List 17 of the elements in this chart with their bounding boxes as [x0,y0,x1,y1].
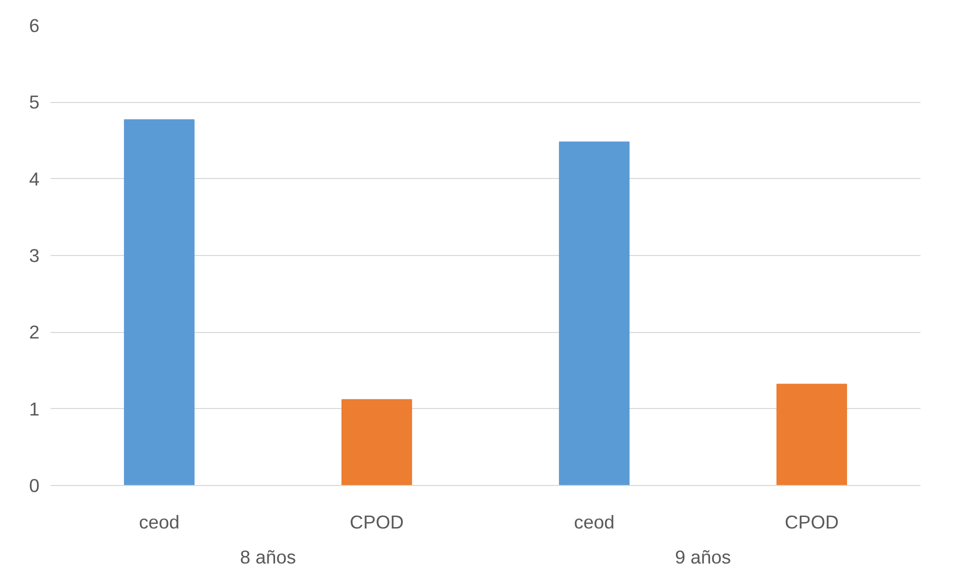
y-tick-label: 3 [29,245,40,266]
x-tick-label: ceod [139,512,180,532]
text: 9 años [674,546,732,568]
y-tick-label: 5 [29,92,40,113]
bar [558,142,630,486]
bar [341,399,412,486]
y-tick-label: 2 [29,322,40,343]
y-tick-label: 4 [29,168,40,190]
bar [124,119,195,486]
text: 8 años [240,546,296,568]
y-tick-label: 6 [29,15,40,36]
x-tick-label: CPOD [350,512,404,532]
y-tick-label: 1 [29,398,40,420]
x-tick-label: CPOD [784,512,839,532]
y-tick-label: 0 [29,475,40,496]
x-tick-label: ceod [574,512,614,532]
bar [776,384,848,486]
